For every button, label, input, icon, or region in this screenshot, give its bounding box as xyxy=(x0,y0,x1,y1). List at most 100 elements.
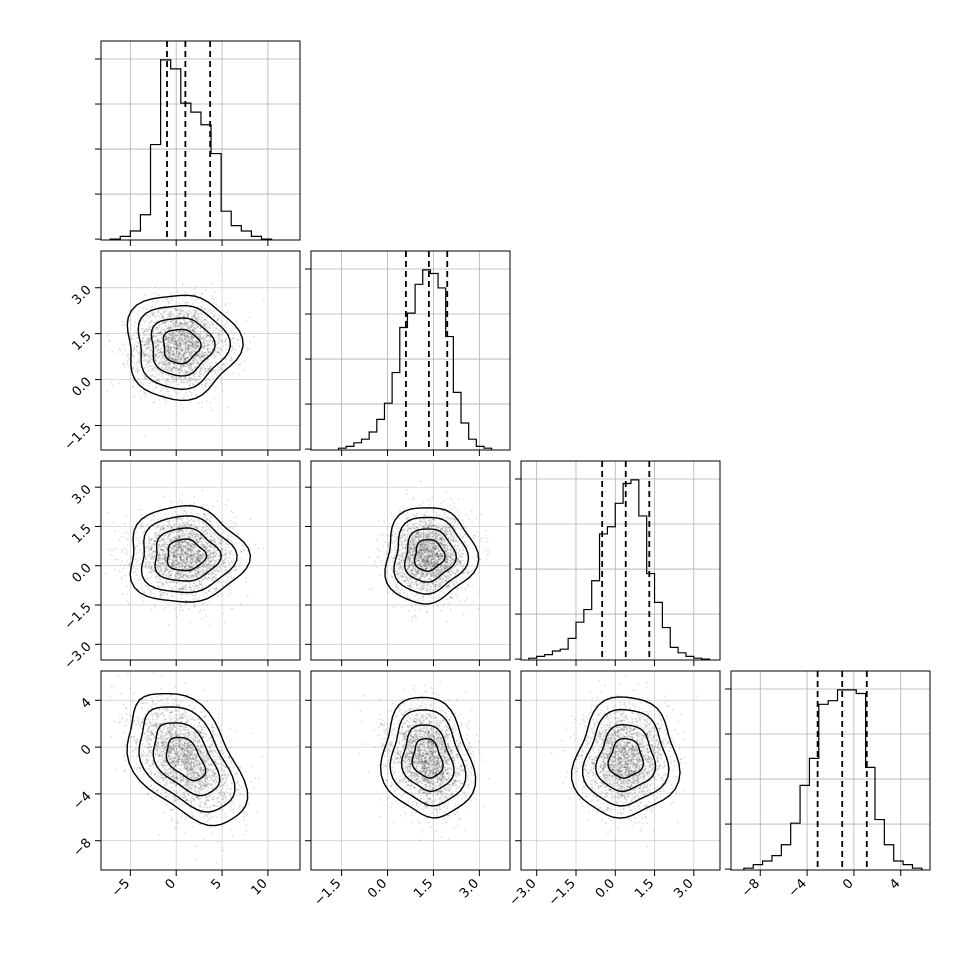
sample-point xyxy=(184,358,186,361)
sample-point xyxy=(227,534,230,537)
sample-point xyxy=(197,312,200,315)
sample-point xyxy=(152,312,155,314)
sample-point xyxy=(177,376,179,379)
sample-point xyxy=(212,572,215,575)
sample-point xyxy=(181,309,184,312)
sample-point xyxy=(190,324,193,327)
sample-point xyxy=(217,526,219,529)
sample-point xyxy=(172,340,175,343)
sample-point xyxy=(212,315,215,318)
sample-point xyxy=(161,363,164,365)
sample-point xyxy=(204,367,207,370)
sample-point xyxy=(174,338,177,340)
sample-point xyxy=(166,390,168,393)
sample-point xyxy=(154,339,157,342)
sample-point xyxy=(198,357,201,360)
sample-point xyxy=(170,368,173,371)
sample-point xyxy=(190,518,193,521)
sample-point xyxy=(182,340,185,342)
sample-point xyxy=(162,321,165,323)
sample-point xyxy=(174,577,177,580)
sample-point xyxy=(158,326,161,328)
sample-point xyxy=(224,324,226,326)
sample-point xyxy=(179,609,181,612)
sample-point xyxy=(202,341,205,343)
sample-point xyxy=(177,290,179,293)
sample-point xyxy=(154,312,157,315)
sample-point xyxy=(177,392,180,395)
sample-point xyxy=(149,337,151,339)
sample-point xyxy=(173,346,176,349)
sample-point xyxy=(142,600,145,602)
sample-point xyxy=(220,333,222,335)
sample-point xyxy=(113,530,116,532)
sample-point xyxy=(218,340,221,343)
sample-point xyxy=(134,536,137,539)
sample-point xyxy=(185,529,187,532)
sample-point xyxy=(211,297,213,300)
sample-point xyxy=(178,336,181,339)
sample-point xyxy=(175,350,178,353)
sample-point xyxy=(186,394,189,397)
sample-point xyxy=(186,363,188,366)
sample-point xyxy=(168,534,171,537)
sample-point xyxy=(212,505,215,508)
sample-point xyxy=(154,336,157,338)
sample-point xyxy=(161,332,164,335)
sample-point xyxy=(145,393,148,395)
sample-point xyxy=(127,356,130,359)
sample-point xyxy=(205,548,207,551)
sample-point xyxy=(167,339,170,341)
sample-point xyxy=(122,363,125,366)
sample-point xyxy=(170,299,173,302)
sample-point xyxy=(177,345,180,347)
sample-point xyxy=(211,524,214,527)
sample-point xyxy=(180,325,183,328)
sample-point xyxy=(173,532,176,534)
sample-point xyxy=(138,328,141,330)
sample-point xyxy=(136,372,139,374)
sample-point xyxy=(132,310,135,313)
sample-point xyxy=(167,525,170,528)
sample-point xyxy=(165,366,168,369)
sample-point xyxy=(132,337,135,340)
sample-point xyxy=(177,588,180,590)
sample-point xyxy=(173,343,176,345)
sample-point xyxy=(188,336,191,339)
sample-point xyxy=(130,335,133,337)
sample-point xyxy=(164,363,166,366)
sample-point xyxy=(169,320,172,323)
sample-point xyxy=(171,531,173,534)
sample-point xyxy=(201,489,204,492)
sample-point xyxy=(146,363,149,365)
sample-point xyxy=(123,323,126,326)
sample-point xyxy=(124,531,127,534)
sample-point xyxy=(164,401,167,404)
sample-point xyxy=(189,312,192,315)
sample-point xyxy=(185,301,188,304)
sample-point xyxy=(180,379,183,382)
sample-point xyxy=(198,581,201,584)
sample-point xyxy=(157,379,160,382)
sample-point xyxy=(188,384,191,386)
sample-point xyxy=(191,315,194,318)
sample-point xyxy=(225,569,228,572)
sample-point xyxy=(153,606,156,609)
sample-point xyxy=(204,314,207,317)
sample-point xyxy=(194,293,197,296)
sample-point xyxy=(175,616,178,619)
sample-point xyxy=(209,336,212,339)
sample-point xyxy=(212,326,215,329)
sample-point xyxy=(196,309,199,311)
sample-point xyxy=(198,533,201,536)
sample-point xyxy=(202,351,205,354)
sample-point xyxy=(234,523,237,525)
sample-point xyxy=(177,344,180,347)
sample-point xyxy=(198,521,200,524)
sample-point xyxy=(198,584,200,587)
sample-point xyxy=(189,524,192,527)
sample-point xyxy=(195,318,198,320)
sample-point xyxy=(171,370,174,373)
sample-point xyxy=(201,292,204,295)
sample-point xyxy=(176,355,179,358)
